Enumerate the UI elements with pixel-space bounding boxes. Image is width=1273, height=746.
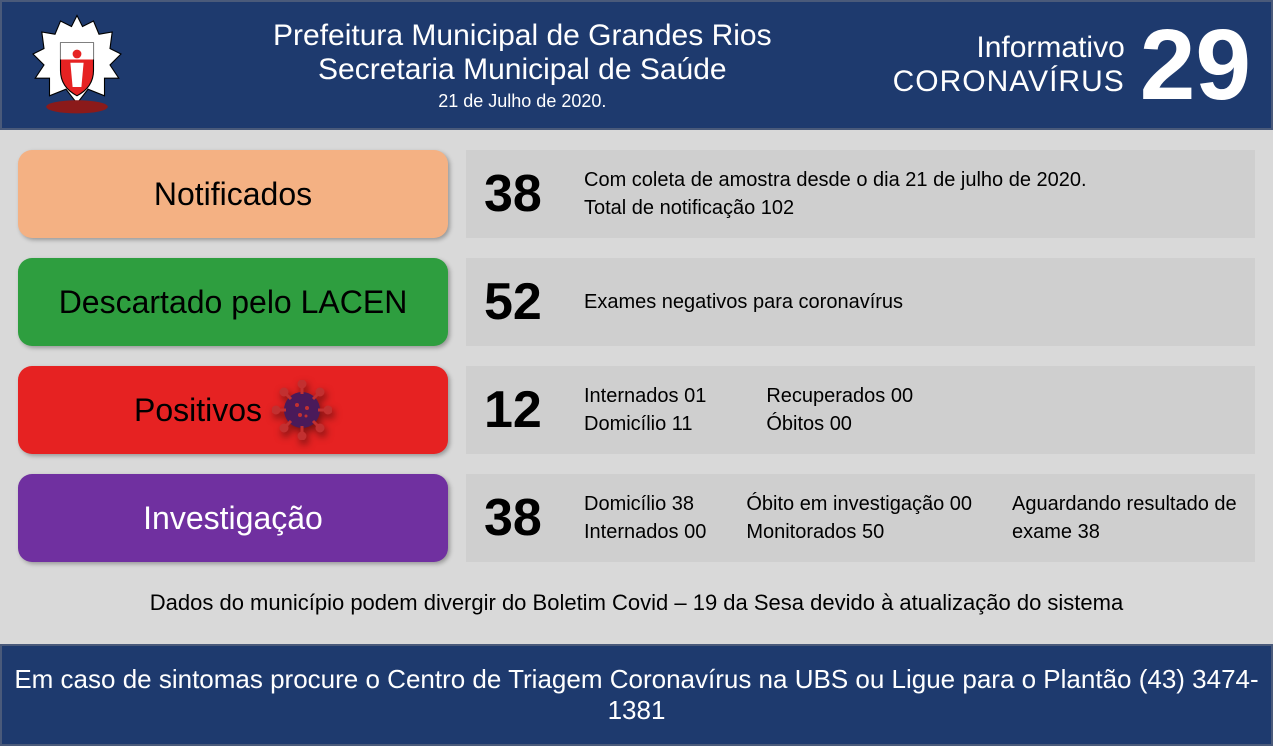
value-positivos: 12 — [484, 380, 554, 440]
virus-icon — [272, 380, 332, 440]
label-descartado: Descartado pelo LACEN — [18, 258, 448, 346]
label-positivos: Positivos — [18, 366, 448, 454]
header-date: 21 de Julho de 2020. — [152, 91, 893, 112]
detail-line: Internados 00 — [584, 518, 706, 546]
label-text: Notificados — [154, 176, 312, 213]
detail-line: Total de notificação 102 — [584, 194, 1087, 222]
detail-line: Recuperados 00 — [766, 382, 913, 410]
detail-notificados: 38 Com coleta de amostra desde o dia 21 … — [466, 150, 1255, 238]
details-positivos: Internados 01 Domicílio 11 Recuperados 0… — [584, 382, 913, 438]
detail-positivos: 12 Internados 01 Domicílio 11 Recuperado… — [466, 366, 1255, 454]
header-right: Informativo CORONAVÍRUS 29 — [893, 15, 1251, 115]
crest-icon — [22, 10, 132, 120]
value-descartado: 52 — [484, 272, 554, 332]
header-titles: Prefeitura Municipal de Grandes Rios Sec… — [152, 19, 893, 112]
details-notificados: Com coleta de amostra desde o dia 21 de … — [584, 166, 1087, 222]
label-investigacao: Investigação — [18, 474, 448, 562]
issue-number: 29 — [1140, 15, 1251, 115]
row-descartado: Descartado pelo LACEN 52 Exames negativo… — [18, 258, 1255, 346]
row-investigacao: Investigação 38 Domicílio 38 Internados … — [18, 474, 1255, 562]
label-notificados: Notificados — [18, 150, 448, 238]
header-title-2: Secretaria Municipal de Saúde — [152, 53, 893, 87]
content: Notificados 38 Com coleta de amostra des… — [0, 130, 1273, 644]
detail-line: Exames negativos para coronavírus — [584, 288, 903, 316]
detail-line: Internados 01 — [584, 382, 706, 410]
row-positivos: Positivos 12 — [18, 366, 1255, 454]
detail-descartado: 52 Exames negativos para coronavírus — [466, 258, 1255, 346]
detail-line: Óbito em investigação 00 — [746, 490, 972, 518]
label-text: Positivos — [134, 392, 262, 429]
label-text: Descartado pelo LACEN — [59, 284, 408, 321]
footer: Em caso de sintomas procure o Centro de … — [0, 644, 1273, 746]
detail-line: Domicílio 11 — [584, 410, 706, 438]
detail-line: exame 38 — [1012, 518, 1237, 546]
detail-line: Aguardando resultado de — [1012, 490, 1237, 518]
header: Prefeitura Municipal de Grandes Rios Sec… — [0, 0, 1273, 130]
detail-investigacao: 38 Domicílio 38 Internados 00 Óbito em i… — [466, 474, 1255, 562]
info-line-2: CORONAVÍRUS — [893, 65, 1125, 99]
disclaimer-note: Dados do município podem divergir do Bol… — [18, 582, 1255, 634]
detail-line: Monitorados 50 — [746, 518, 972, 546]
detail-line: Óbitos 00 — [766, 410, 913, 438]
info-label: Informativo CORONAVÍRUS — [893, 31, 1125, 99]
value-notificados: 38 — [484, 164, 554, 224]
header-title-1: Prefeitura Municipal de Grandes Rios — [152, 19, 893, 53]
detail-line: Domicílio 38 — [584, 490, 706, 518]
info-line-1: Informativo — [893, 31, 1125, 65]
detail-line: Com coleta de amostra desde o dia 21 de … — [584, 166, 1087, 194]
row-notificados: Notificados 38 Com coleta de amostra des… — [18, 150, 1255, 238]
details-investigacao: Domicílio 38 Internados 00 Óbito em inve… — [584, 490, 1237, 546]
label-text: Investigação — [143, 500, 323, 537]
details-descartado: Exames negativos para coronavírus — [584, 288, 903, 316]
value-investigacao: 38 — [484, 488, 554, 548]
